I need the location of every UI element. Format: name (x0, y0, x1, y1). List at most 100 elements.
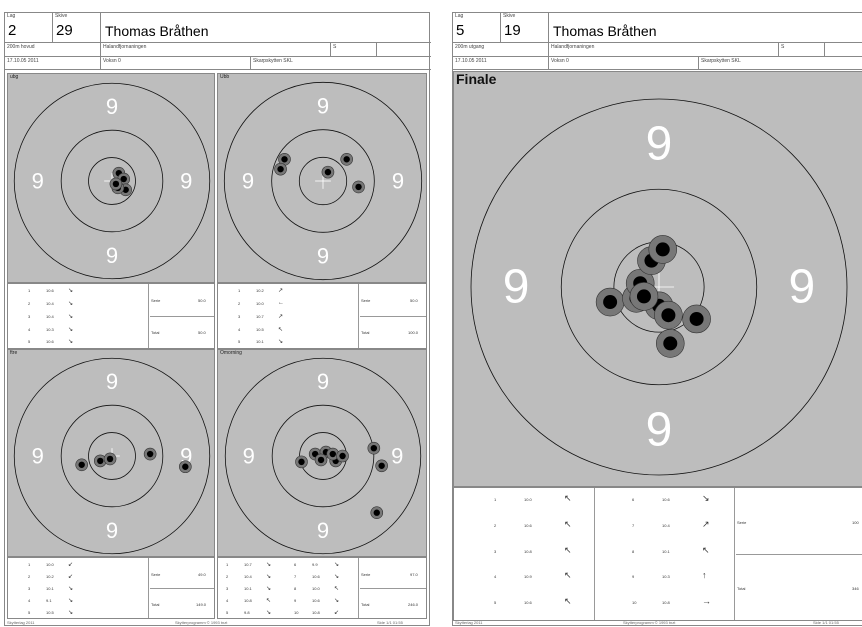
left-r3c1: 17.10.05 2011 (5, 57, 101, 70)
shot-hole-core (373, 509, 380, 516)
serie-value: 50.0 (410, 298, 418, 303)
shot-score: 10.0 (312, 586, 320, 592)
panel-1-label: ubg (10, 74, 19, 80)
ring-number: 9 (106, 369, 118, 394)
shot-number: 2 (28, 574, 31, 580)
right-lag-label: Lag (455, 13, 464, 19)
shot-score: 10.1 (662, 548, 670, 554)
right-r2c3: S (779, 43, 825, 57)
footer-center: Skytterprogramm © 1993 tnzt (175, 620, 228, 625)
left-name-cell: Thomas Bråthen (101, 13, 431, 43)
ring-number: 9 (646, 118, 673, 171)
shot-row: 1 10.0 ↖ (454, 493, 594, 505)
total-value: 346 (852, 586, 859, 591)
shot-hole-core (370, 444, 378, 452)
shot-direction: ↖ (564, 493, 572, 504)
shot-hole-core (378, 462, 385, 469)
shot-direction: ↖ (564, 596, 572, 607)
shot-direction: ↗ (278, 288, 284, 295)
shot-direction: ↘ (68, 339, 74, 346)
shot-number: 3 (238, 313, 241, 319)
ring-number: 9 (243, 444, 255, 469)
right-r2c2: Halandfjornaningen (549, 43, 779, 57)
shot-row: 6 9.9 ↘ (218, 562, 358, 570)
shot-score: 10.6 (662, 497, 670, 503)
shot-hole-core (78, 461, 85, 468)
outer-ring (470, 98, 848, 476)
left-header: Lag 2 Skive 29 Thomas Bråthen 200m hovud… (5, 13, 431, 71)
shot-score: 9.8 (244, 609, 250, 615)
shot-direction: ↙ (334, 609, 340, 616)
score-rows-2: 1 10.2 ↗ 2 10.0 ← 3 10.7 ↗ 4 10.5 ↖ 5 10.1 ↘ (218, 284, 348, 348)
shot-score: 10.7 (256, 313, 264, 319)
middle-ring (271, 129, 375, 233)
shot-score: 10.2 (46, 574, 54, 580)
shot-number: 6 (632, 497, 635, 503)
shot-direction: ↙ (68, 562, 74, 569)
shot-row: 4 10.9 ↖ (454, 570, 594, 582)
shot-score: 10.1 (46, 586, 54, 592)
shot-direction: ↘ (68, 326, 74, 333)
finale-rows-b: 6 10.6 ↘ 7 10.4 ↗ 8 10.1 ↖ 9 10.3 ↑ 10 10.8 → (454, 488, 734, 620)
shot-number: 4 (226, 597, 229, 603)
shot-score: 10.6 (524, 522, 532, 528)
divider (150, 588, 214, 589)
shot-hole-core (603, 295, 618, 310)
footer-right: Side 1/1 01:55 (813, 620, 839, 625)
ring-number: 9 (242, 169, 254, 194)
shot-row: 9 10.3 ↑ (454, 570, 734, 582)
shot-direction: → (702, 596, 711, 607)
left-r2c4 (377, 43, 431, 57)
shot-row: 5 10.5 ↘ (8, 610, 138, 618)
shot-number: 5 (28, 609, 31, 615)
shot-direction: ↘ (334, 574, 340, 581)
ring-number: 9 (789, 261, 816, 314)
shot-hole-core (655, 242, 670, 257)
shot-row: 1 10.6 ↘ (8, 288, 138, 296)
footer-center: Skytterprogramm © 1993 tnzt (623, 620, 676, 625)
shot-score: 10.6 (46, 288, 54, 294)
shot-score: 10.1 (256, 339, 264, 345)
left-lag-cell: Lag 2 (5, 13, 53, 43)
left-r3c2: Voksn 0 (101, 57, 251, 70)
shot-hole-core (324, 168, 332, 176)
shot-row: 2 10.4 ↘ (8, 301, 138, 309)
divider (148, 558, 149, 618)
left-lag-value: 2 (8, 22, 17, 39)
shot-direction: ↘ (68, 597, 74, 604)
score-table-2: 1 10.2 ↗ 2 10.0 ← 3 10.7 ↗ 4 10.5 ↖ 5 10.1 ↘ Serie 50.… (217, 283, 427, 349)
total-value: 50.0 (198, 330, 206, 335)
shot-row: 7 10.6 ↘ (218, 574, 358, 582)
shot-row: 4 9.1 ↘ (8, 598, 138, 606)
shot-direction: ← (278, 300, 284, 307)
right-header: Lag 5 Skive 19 Thomas Bråthen 200m utgan… (453, 13, 862, 71)
ring-number: 9 (32, 444, 44, 469)
footer-right: Side 1/1 01:55 (377, 620, 403, 625)
footer-left: Skytterlag 2011 (455, 620, 483, 625)
left-r2c3: S (331, 43, 377, 57)
shot-direction: ↘ (334, 562, 340, 569)
serie-label: Serie (151, 572, 161, 577)
divider (358, 284, 359, 348)
serie-value: 100 (852, 520, 859, 525)
shot-direction: ↙ (68, 574, 74, 581)
finale-score-table: 1 10.0 ↖ 2 10.6 ↖ 3 10.8 ↖ 4 10.9 ↖ 5 10.6 ↖ 6 10.6 ↘ 7 10… (453, 487, 862, 621)
shot-row: 3 10.7 ↗ (218, 314, 348, 322)
left-r2c1: 200m hovud (5, 43, 101, 57)
total-value: 246.0 (408, 602, 419, 607)
shot-score: 10.4 (46, 313, 54, 319)
shot-row: 5 9.8 ↘ (218, 610, 288, 618)
shot-row: 4 10.8 ↖ (218, 598, 288, 606)
shot-row: 2 10.2 ↙ (8, 574, 138, 582)
right-category: Voksn 0 (551, 58, 569, 64)
left-skive-cell: Skive 29 (53, 13, 101, 43)
shot-hole-core (120, 175, 127, 183)
shot-score: 10.8 (244, 597, 252, 603)
ring-number: 9 (180, 169, 192, 194)
shot-number: 6 (294, 562, 297, 568)
score-rows-3: 1 10.0 ↙ 2 10.2 ↙ 3 10.1 ↘ 4 9.1 ↘ 5 10.5 ↘ (8, 558, 138, 618)
shot-score: 10.4 (662, 522, 670, 528)
shot-score: 10.3 (662, 574, 670, 580)
shot-direction: ↘ (266, 562, 272, 569)
right-range: Halandfjornaningen (551, 44, 595, 50)
